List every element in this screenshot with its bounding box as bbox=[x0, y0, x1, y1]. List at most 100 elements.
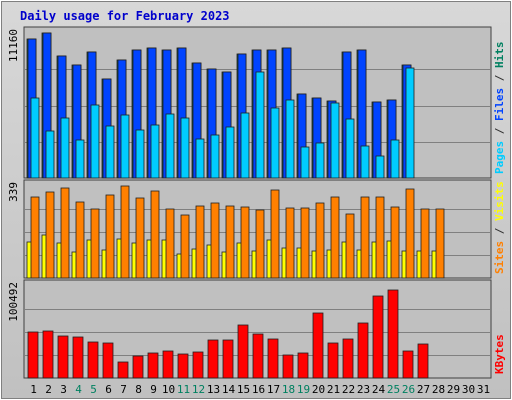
bar-pages-day-24 bbox=[375, 155, 385, 179]
bar-kbytes-day-7 bbox=[117, 361, 129, 379]
bar-sites-day-25 bbox=[390, 206, 400, 279]
chart-panel-2: 339 Sites / Visits bbox=[7, 179, 506, 279]
bar-pages-day-18 bbox=[285, 99, 295, 179]
bar-kbytes-day-6 bbox=[102, 342, 114, 379]
bar-sites-day-28 bbox=[435, 208, 445, 279]
chart-title: Daily usage for February 2023 bbox=[20, 9, 230, 23]
day-label-4: 4 bbox=[75, 383, 82, 396]
bar-pages-day-12 bbox=[195, 138, 205, 179]
bar-kbytes-day-4 bbox=[72, 336, 84, 379]
day-label-13: 13 bbox=[207, 383, 220, 396]
bar-pages-day-17 bbox=[270, 107, 280, 179]
bar-kbytes-day-8 bbox=[132, 355, 144, 379]
bar-kbytes-day-26 bbox=[402, 350, 414, 379]
bar-sites-day-19 bbox=[300, 207, 310, 279]
bar-pages-day-13 bbox=[210, 134, 220, 179]
day-label-2: 2 bbox=[45, 383, 52, 396]
bar-kbytes-day-2 bbox=[42, 330, 54, 379]
day-label-20: 20 bbox=[312, 383, 325, 396]
bar-kbytes-day-17 bbox=[267, 338, 279, 379]
day-label-19: 19 bbox=[297, 383, 310, 396]
bar-kbytes-day-23 bbox=[357, 322, 369, 379]
bar-kbytes-day-14 bbox=[222, 339, 234, 379]
bar-sites-day-26 bbox=[405, 188, 415, 279]
bar-pages-day-9 bbox=[150, 124, 160, 179]
bar-pages-day-7 bbox=[120, 114, 130, 179]
bar-kbytes-day-24 bbox=[372, 295, 384, 379]
day-label-21: 21 bbox=[327, 383, 340, 396]
bar-sites-day-13 bbox=[210, 202, 220, 279]
legend-entry: / bbox=[493, 121, 506, 141]
bar-pages-day-1 bbox=[30, 97, 40, 179]
day-label-22: 22 bbox=[342, 383, 355, 396]
day-label-23: 23 bbox=[357, 383, 370, 396]
panel-2-legend: Sites / Visits bbox=[493, 181, 506, 274]
panel-3-scale-label: 100492 bbox=[7, 282, 20, 322]
bar-pages-day-25 bbox=[390, 139, 400, 179]
bar-pages-day-3 bbox=[60, 117, 70, 179]
legend-entry: Files bbox=[493, 88, 506, 121]
bar-sites-day-17 bbox=[270, 189, 280, 279]
bar-pages-day-11 bbox=[180, 117, 190, 179]
bar-pages-day-20 bbox=[315, 142, 325, 179]
bar-sites-day-18 bbox=[285, 207, 295, 279]
day-label-17: 17 bbox=[267, 383, 280, 396]
chart-panel-3: 100492 KBytes bbox=[7, 279, 506, 379]
day-label-27: 27 bbox=[417, 383, 430, 396]
bar-sites-day-4 bbox=[75, 201, 85, 279]
bar-sites-day-7 bbox=[120, 185, 130, 279]
day-label-10: 10 bbox=[162, 383, 175, 396]
bar-sites-day-22 bbox=[345, 213, 355, 279]
bar-kbytes-day-10 bbox=[162, 350, 174, 379]
bar-sites-day-24 bbox=[375, 196, 385, 279]
day-label-16: 16 bbox=[252, 383, 265, 396]
bar-pages-day-23 bbox=[360, 145, 370, 179]
day-label-18: 18 bbox=[282, 383, 295, 396]
bar-pages-day-15 bbox=[240, 112, 250, 179]
bar-kbytes-day-3 bbox=[57, 335, 69, 379]
day-label-6: 6 bbox=[105, 383, 112, 396]
bar-sites-day-3 bbox=[60, 187, 70, 279]
bar-kbytes-day-27 bbox=[417, 343, 429, 379]
day-label-30: 30 bbox=[462, 383, 475, 396]
bar-sites-day-21 bbox=[330, 196, 340, 279]
legend-entry: KBytes bbox=[493, 334, 506, 374]
bar-pages-day-2 bbox=[45, 130, 55, 179]
bar-sites-day-15 bbox=[240, 206, 250, 279]
bar-kbytes-day-5 bbox=[87, 341, 99, 379]
day-label-5: 5 bbox=[90, 383, 97, 396]
bar-sites-day-11 bbox=[180, 214, 190, 279]
bar-kbytes-day-16 bbox=[252, 333, 264, 379]
day-label-15: 15 bbox=[237, 383, 250, 396]
bar-sites-day-16 bbox=[255, 209, 265, 279]
panel-2-scale-label: 339 bbox=[7, 182, 20, 202]
bar-pages-day-22 bbox=[345, 118, 355, 179]
day-label-1: 1 bbox=[30, 383, 37, 396]
day-label-29: 29 bbox=[447, 383, 460, 396]
bar-kbytes-day-11 bbox=[177, 353, 189, 379]
bar-pages-day-5 bbox=[90, 104, 100, 179]
day-label-28: 28 bbox=[432, 383, 445, 396]
legend-entry: / bbox=[493, 221, 506, 241]
day-label-25: 25 bbox=[387, 383, 400, 396]
bar-kbytes-day-1 bbox=[27, 331, 39, 379]
bar-sites-day-27 bbox=[420, 208, 430, 279]
day-label-7: 7 bbox=[120, 383, 127, 396]
bar-pages-day-21 bbox=[330, 102, 340, 179]
bar-pages-day-14 bbox=[225, 126, 235, 179]
day-label-12: 12 bbox=[192, 383, 205, 396]
bar-pages-day-16 bbox=[255, 71, 265, 179]
bar-sites-day-9 bbox=[150, 190, 160, 279]
bar-kbytes-day-20 bbox=[312, 312, 324, 379]
legend-entry: Visits bbox=[493, 181, 506, 221]
chart-panel-1: 11160 Pages / Files / Hits bbox=[7, 26, 506, 179]
legend-entry: Pages bbox=[493, 141, 506, 174]
day-label-14: 14 bbox=[222, 383, 236, 396]
bar-pages-day-8 bbox=[135, 129, 145, 179]
bar-kbytes-day-13 bbox=[207, 339, 219, 379]
bar-sites-day-5 bbox=[90, 208, 100, 279]
bar-pages-day-4 bbox=[75, 139, 85, 179]
panel-1-legend: Pages / Files / Hits bbox=[493, 42, 506, 175]
legend-entry: Hits bbox=[493, 42, 506, 69]
